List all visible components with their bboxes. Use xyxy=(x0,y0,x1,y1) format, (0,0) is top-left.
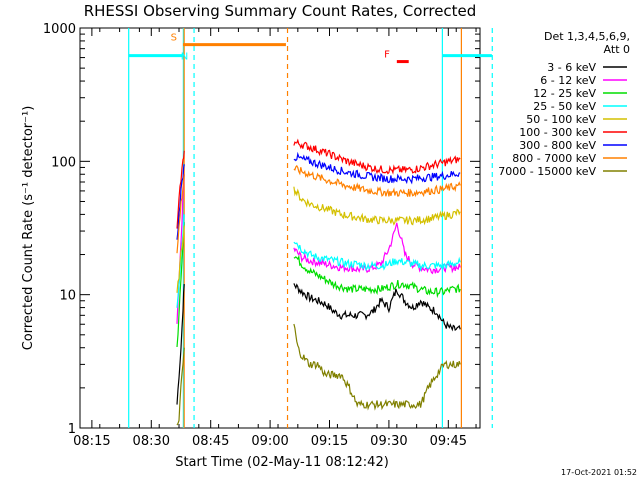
series-segment xyxy=(293,164,461,198)
legend-label: 3 - 6 keV xyxy=(547,61,596,74)
x-tick-label: 09:45 xyxy=(430,434,467,449)
series-7000-15000-kevkev-line xyxy=(176,323,461,426)
y-tick-label: 1000 xyxy=(43,22,76,37)
y-tick-label: 1 xyxy=(68,422,76,437)
x-tick-label: 09:30 xyxy=(370,434,407,449)
axis-ticks: 08:15 08:30 08:45 09:00 09:15 09:30 09:45 1 10 10… xyxy=(43,22,480,449)
series-segment xyxy=(176,225,185,293)
series-segment xyxy=(293,222,461,275)
series-3-6-kevkev-line xyxy=(176,283,461,405)
marker-label: N xyxy=(181,52,188,63)
series-segment xyxy=(293,323,461,411)
x-tick-label: 09:15 xyxy=(311,434,348,449)
series-segment xyxy=(176,347,185,426)
series-6-12-kevkev-line xyxy=(176,174,461,324)
y-tick-label: 10 xyxy=(59,289,76,304)
x-tick-label: 08:30 xyxy=(133,434,170,449)
legend-header-attenuator: Att 0 xyxy=(604,43,630,56)
marker-label: F xyxy=(384,50,390,61)
legend-label: 25 - 50 keV xyxy=(533,100,596,113)
series-segment xyxy=(176,284,185,405)
series-100-300-kevkev-line xyxy=(176,138,461,229)
series-segment xyxy=(293,241,461,272)
series-800-7000-kevkev-line xyxy=(176,164,461,254)
x-tick-label: 08:45 xyxy=(192,434,229,449)
status-markers: SN F xyxy=(128,33,492,64)
period-boundaries xyxy=(128,28,493,428)
marker-label: S xyxy=(171,33,177,44)
legend-label: 100 - 300 keV xyxy=(519,126,596,139)
series-layer xyxy=(176,138,461,426)
legend-label: 800 - 7000 keV xyxy=(512,152,596,165)
series-segment xyxy=(293,138,461,175)
legend-label: 300 - 800 keV xyxy=(519,139,596,152)
x-tick-label: 09:00 xyxy=(251,434,288,449)
series-segment xyxy=(293,283,461,332)
legend-label: 7000 - 15000 keV xyxy=(498,165,596,178)
footer-timestamp: 17-Oct-2021 01:52 xyxy=(561,468,637,477)
series-segment xyxy=(293,151,461,185)
series-segment xyxy=(176,150,185,229)
series-50-100-kevkev-line xyxy=(176,186,461,293)
series-segment xyxy=(176,164,185,240)
series-segment xyxy=(176,174,185,254)
x-tick-label: 08:15 xyxy=(73,434,110,449)
y-axis-label: Corrected Count Rate (s⁻¹ detector⁻¹) xyxy=(21,106,36,351)
series-12-25-kevkev-line xyxy=(176,222,461,348)
plot-area: SN F 08:15 08:30 08:45 09:00 09:15 09:30 09:45 1… xyxy=(43,22,493,449)
x-axis-label: Start Time (02-May-11 08:12:42) xyxy=(175,455,389,470)
legend-label: 6 - 12 keV xyxy=(540,74,596,87)
chart-title: RHESSI Observing Summary Count Rates, Co… xyxy=(84,2,477,20)
series-segment xyxy=(293,186,461,226)
series-300-800-kevkev-line xyxy=(176,151,461,240)
legend-label: 50 - 100 keV xyxy=(526,113,596,126)
series-segment xyxy=(293,254,461,299)
legend-label: 12 - 25 keV xyxy=(533,87,596,100)
y-tick-label: 100 xyxy=(51,155,76,170)
legend-header-detectors: Det 1,3,4,5,6,9, xyxy=(544,30,630,43)
plot-frame xyxy=(79,27,481,429)
